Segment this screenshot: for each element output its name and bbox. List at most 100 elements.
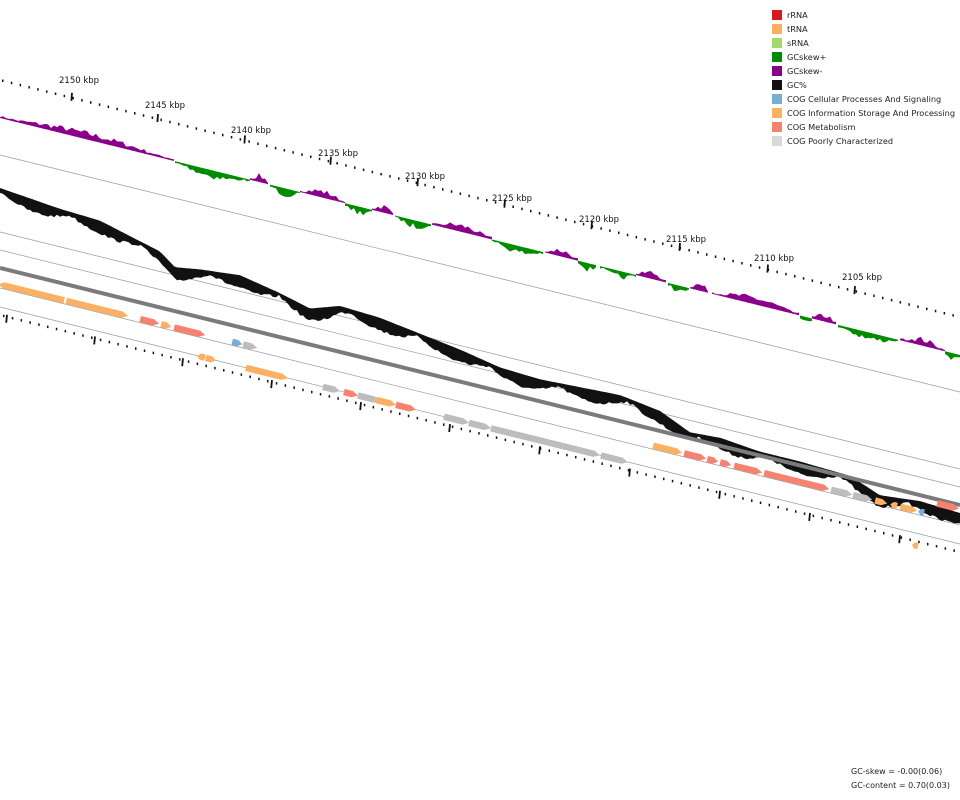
minor-tick	[205, 364, 207, 368]
legend-item: tRNA	[772, 22, 955, 36]
minor-tick	[415, 181, 418, 185]
minor-tick	[557, 451, 559, 455]
legend-item: COG Cellular Processes And Signaling	[772, 92, 955, 106]
gc-skew-positive-band	[578, 260, 596, 272]
minor-tick	[248, 140, 250, 143]
gene-feature-information	[160, 321, 172, 329]
major-tick	[448, 424, 451, 433]
minor-tick	[302, 388, 304, 392]
gc-skew-negative-band	[545, 248, 578, 261]
minor-tick	[46, 90, 48, 93]
minor-tick	[583, 458, 586, 461]
major-tick	[93, 336, 96, 345]
guide-line	[0, 231, 960, 470]
major-tick	[270, 380, 273, 389]
minor-tick	[943, 311, 946, 315]
statistics: GC-skew = -0.00(0.06) GC-content = 0.70(…	[851, 765, 950, 793]
minor-tick	[90, 101, 92, 104]
minor-tick	[619, 466, 621, 470]
legend-item: COG Metabolism	[772, 120, 955, 134]
minor-tick	[222, 133, 224, 137]
minor-tick	[522, 442, 524, 446]
legend-item: rRNA	[772, 8, 955, 22]
minor-tick	[214, 366, 216, 370]
minor-tick	[662, 242, 664, 245]
major-tick	[70, 92, 73, 101]
kbp-label: 2125 kbp	[492, 194, 532, 204]
minor-tick	[830, 518, 832, 522]
minor-tick	[186, 125, 189, 128]
minor-tick	[908, 303, 910, 306]
minor-tick	[443, 423, 445, 426]
minor-tick	[125, 109, 127, 113]
minor-tick	[20, 319, 23, 322]
gc-skew-positive-band	[838, 324, 898, 343]
minor-tick	[29, 321, 31, 324]
minor-tick	[927, 542, 929, 546]
major-tick	[243, 135, 246, 144]
major-tick	[628, 468, 631, 477]
minor-tick	[610, 464, 612, 468]
minor-tick	[425, 419, 427, 422]
legend-item: COG Information Storage And Processing	[772, 106, 955, 120]
minor-tick	[460, 427, 463, 431]
gene-feature-metabolism	[139, 316, 160, 326]
minor-tick	[275, 382, 278, 385]
minor-tick	[776, 270, 778, 274]
minor-tick	[635, 235, 638, 239]
gene-feature-information	[652, 442, 683, 455]
gc-skew-track	[0, 116, 960, 360]
minor-tick	[160, 118, 162, 122]
gene-feature-poorly	[468, 419, 491, 430]
gene-feature-information	[899, 503, 918, 513]
gc-content-stat: GC-content = 0.70(0.03)	[851, 781, 950, 790]
minor-tick	[802, 277, 805, 280]
minor-tick	[380, 172, 382, 176]
gene-feature-metabolism	[706, 456, 719, 464]
legend-label: COG Information Storage And Processing	[787, 108, 956, 118]
legend-label: rRNA	[787, 10, 808, 20]
gene-feature-metabolism	[936, 500, 959, 511]
minor-tick	[698, 486, 700, 489]
minor-tick	[345, 164, 347, 167]
gene-feature-metabolism	[395, 401, 416, 412]
minor-tick	[645, 473, 647, 476]
minor-tick	[179, 358, 181, 361]
minor-tick	[855, 290, 858, 293]
gc-skew-negative-band	[250, 173, 268, 185]
minor-tick	[952, 314, 954, 317]
minor-tick	[715, 490, 718, 494]
minor-tick	[327, 159, 330, 163]
minor-tick	[714, 255, 717, 258]
gene-feature-information	[196, 353, 206, 361]
gene-feature-information	[375, 396, 396, 407]
minor-tick	[187, 360, 190, 363]
gc-skew-positive-band	[800, 315, 812, 322]
minor-tick	[741, 261, 743, 265]
minor-tick	[117, 342, 119, 346]
minor-tick	[944, 547, 947, 550]
minor-tick	[204, 129, 206, 132]
guide-line	[0, 249, 960, 488]
gene-feature-metabolism	[683, 450, 707, 461]
inner-tick-ruler	[3, 314, 955, 552]
gene-feature-cellular	[918, 508, 925, 516]
kbp-label: 2120 kbp	[579, 215, 619, 225]
minor-tick	[284, 384, 287, 387]
minor-tick	[882, 296, 884, 300]
major-tick	[156, 113, 159, 123]
minor-tick	[733, 495, 735, 498]
minor-tick	[107, 105, 110, 109]
gc-skew-negative-band	[0, 116, 174, 161]
minor-tick	[135, 347, 137, 350]
minor-tick	[504, 438, 507, 442]
minor-tick	[151, 116, 154, 119]
minor-tick	[434, 421, 436, 424]
minor-tick	[64, 329, 67, 333]
minor-tick	[424, 183, 426, 187]
gene-feature-information	[205, 354, 216, 363]
minor-tick	[231, 371, 234, 374]
minor-tick	[91, 336, 93, 339]
minor-tick	[98, 103, 101, 106]
minor-tick	[574, 220, 576, 224]
